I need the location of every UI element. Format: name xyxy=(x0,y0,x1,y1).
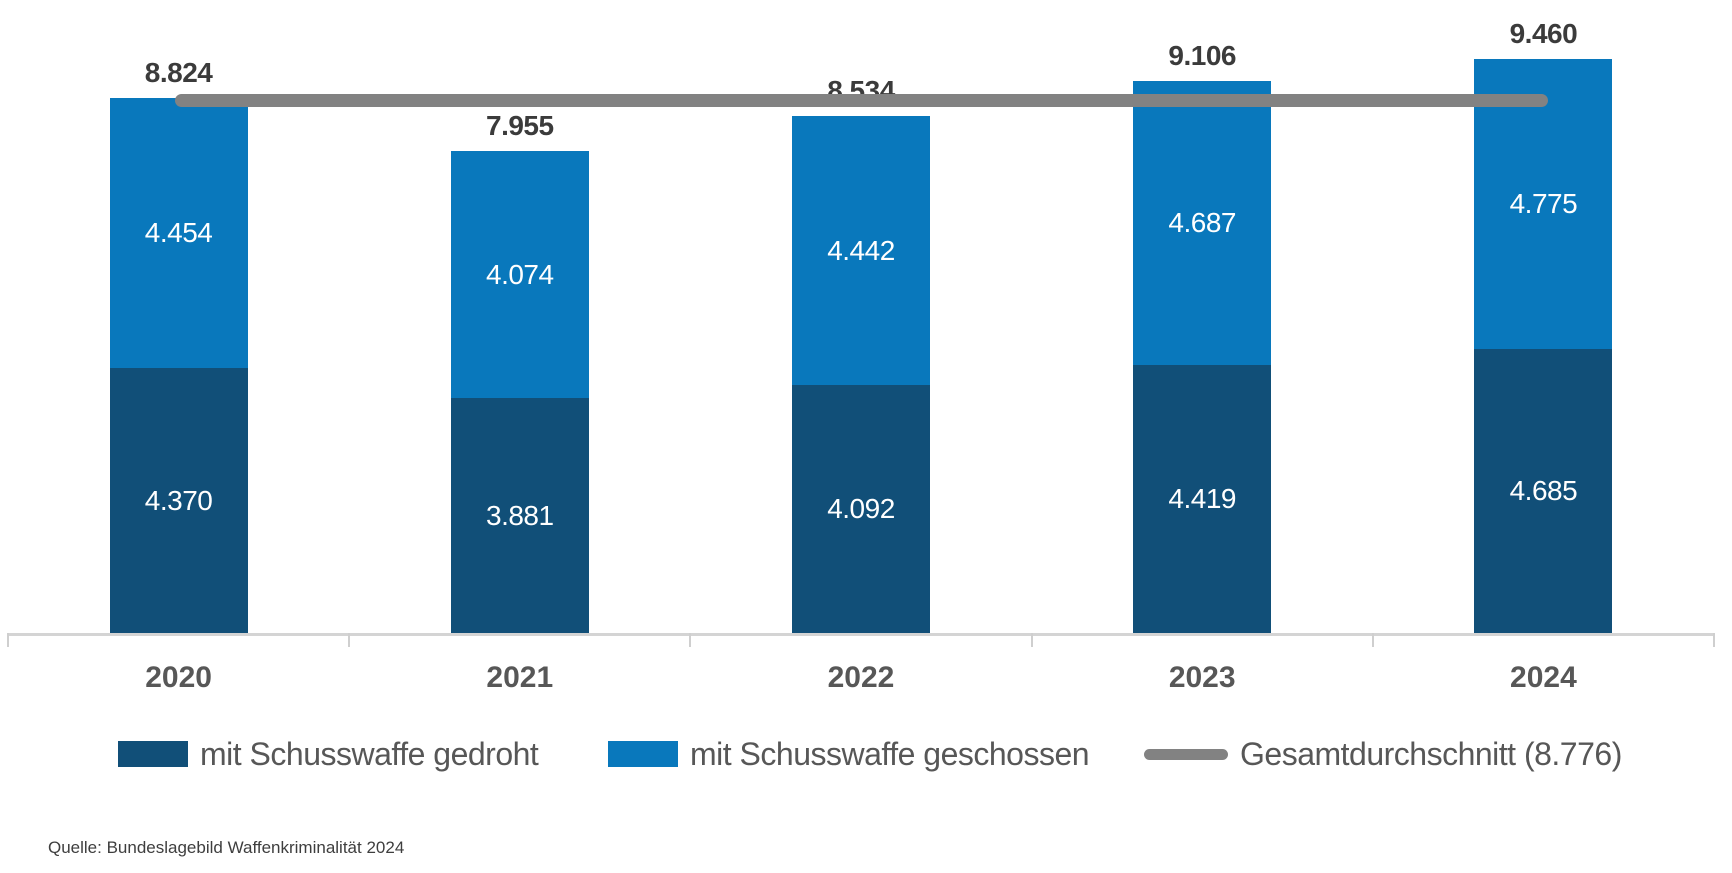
bar-value-label: 4.687 xyxy=(1168,207,1236,238)
bar-2021-gedroht-segment: 3.881 xyxy=(450,398,589,633)
legend: mit Schusswaffe gedroht mit Schusswaffe … xyxy=(0,730,1732,778)
bar-2023-gedroht-segment: 4.419 xyxy=(1133,365,1272,633)
bar-value-label: 4.074 xyxy=(486,258,554,290)
bar-2022-gedroht-segment: 4.092 xyxy=(792,385,930,633)
legend-item-geschossen: mit Schusswaffe geschossen xyxy=(608,730,1090,778)
bar-value-label: 4.442 xyxy=(827,234,895,266)
axis-label-2020: 2020 xyxy=(145,661,212,694)
average-line xyxy=(175,94,1548,107)
legend-line-swatch xyxy=(1144,748,1228,760)
legend-label-geschossen: mit Schusswaffe geschossen xyxy=(690,735,1090,772)
axis-label-2024: 2024 xyxy=(1510,661,1577,694)
bar-2020-geschossen-segment: 4.454 xyxy=(109,98,248,368)
bar-2024-gedroht-segment: 4.685 xyxy=(1474,349,1613,633)
legend-item-gedroht: mit Schusswaffe gedroht xyxy=(118,730,539,778)
axis-tick xyxy=(1371,633,1374,647)
bar-value-label: 4.419 xyxy=(1168,483,1236,514)
axis-tick xyxy=(7,633,9,647)
axis-label-2021: 2021 xyxy=(486,661,554,694)
total-label-2024: 9.460 xyxy=(1509,18,1578,49)
axis-tick xyxy=(348,633,351,647)
legend-swatch-geschossen xyxy=(608,741,678,767)
bar-2022-geschossen-segment: 4.442 xyxy=(792,116,930,385)
total-label-2023: 9.106 xyxy=(1168,40,1236,71)
source-note: Quelle: Bundeslagebild Waffenkriminalitä… xyxy=(48,838,405,857)
bar-2021-geschossen-segment: 4.074 xyxy=(450,151,589,398)
x-axis-line xyxy=(8,633,1714,636)
axis-tick xyxy=(1030,633,1033,647)
bar-value-label: 3.881 xyxy=(486,499,554,531)
bar-2024-geschossen-segment: 4.775 xyxy=(1474,59,1613,349)
bar-value-label: 4.775 xyxy=(1509,188,1578,219)
bar-value-label: 4.454 xyxy=(144,217,213,248)
bar-2023-geschossen-segment: 4.687 xyxy=(1133,81,1272,365)
axis-tick xyxy=(689,633,692,647)
bar-value-label: 4.370 xyxy=(144,484,213,516)
legend-label-average: Gesamtdurchschnitt (8.776) xyxy=(1240,735,1622,772)
legend-label-gedroht: mit Schusswaffe gedroht xyxy=(200,735,539,772)
total-label-2020: 8.824 xyxy=(144,57,213,88)
axis-label-2023: 2023 xyxy=(1168,661,1236,694)
legend-item-average: Gesamtdurchschnitt (8.776) xyxy=(1144,730,1622,778)
legend-swatch-gedroht xyxy=(118,741,188,767)
axis-tick xyxy=(1713,633,1715,647)
total-label-2021: 7.955 xyxy=(486,110,554,141)
bar-value-label: 4.685 xyxy=(1509,475,1578,506)
bar-value-label: 4.092 xyxy=(827,493,895,524)
axis-label-2022: 2022 xyxy=(827,661,895,694)
bar-2020-gedroht-segment: 4.370 xyxy=(109,368,248,633)
